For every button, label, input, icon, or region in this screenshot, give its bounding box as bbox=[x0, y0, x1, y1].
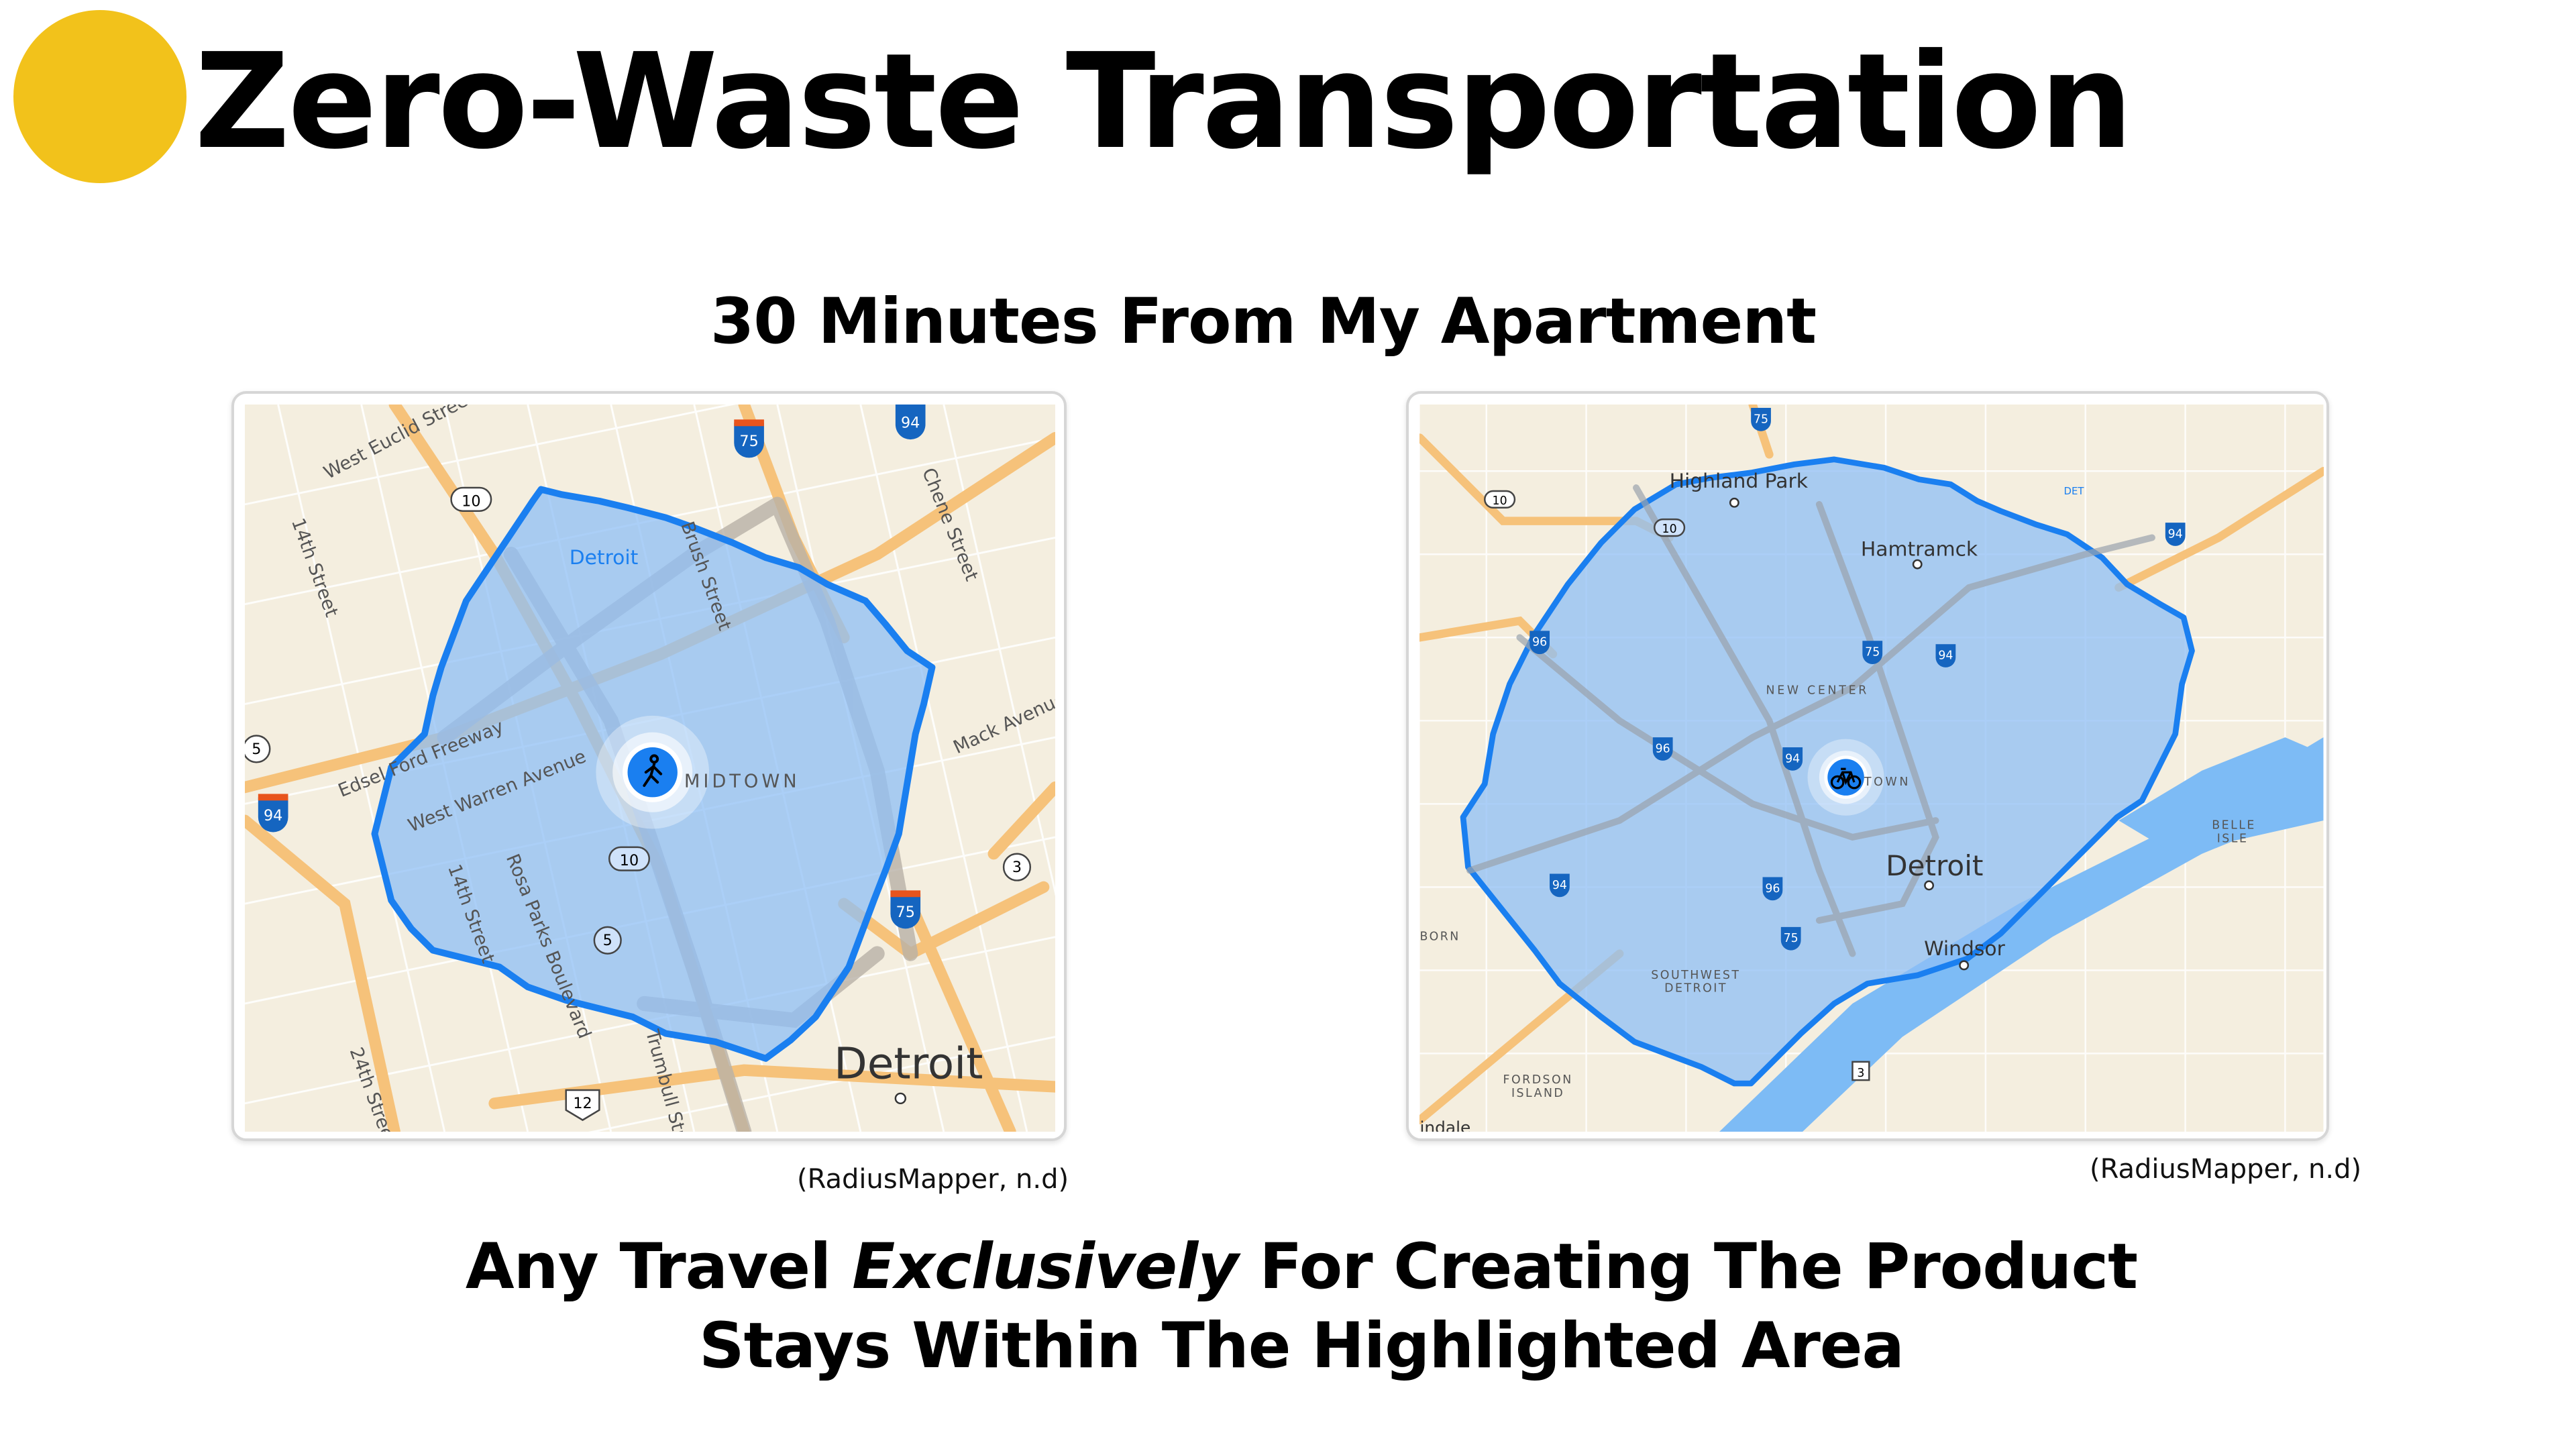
airport-label: DET bbox=[2064, 485, 2085, 497]
map-label: Detroit bbox=[570, 546, 639, 570]
map-caption: (RadiusMapper, n.d) bbox=[2090, 1154, 2362, 1185]
svg-text:96: 96 bbox=[1532, 636, 1547, 649]
svg-text:75: 75 bbox=[739, 433, 758, 450]
page-title: Zero-Waste Transportation bbox=[195, 25, 2133, 178]
walking-map-card: West Euclid Street 14th Street Detroit B… bbox=[231, 391, 1067, 1141]
footer-statement: Any Travel Exclusively For Creating The … bbox=[0, 1228, 2576, 1386]
svg-text:10: 10 bbox=[462, 492, 480, 510]
svg-text:10: 10 bbox=[1493, 494, 1507, 508]
cycling-map[interactable]: Highland Park Hamtramck NEW CENTER TOWN … bbox=[1419, 405, 2324, 1132]
interstate-shield: 94 bbox=[1550, 873, 1570, 898]
emphasis-text: Exclusively bbox=[852, 1230, 1238, 1303]
map-label: DETROIT bbox=[1664, 982, 1727, 996]
map-label: Hamtramck bbox=[1861, 538, 1978, 561]
route-shield: 5 bbox=[593, 926, 622, 955]
svg-text:5: 5 bbox=[252, 741, 261, 758]
map-caption: (RadiusMapper, n.d) bbox=[797, 1164, 1069, 1195]
route-shield: 12 bbox=[565, 1089, 600, 1122]
map-label: ISLE bbox=[2217, 832, 2249, 845]
interstate-shield: 94 bbox=[895, 405, 926, 440]
map-label: FORDSON bbox=[1503, 1073, 1573, 1087]
route-shield: 3 bbox=[1851, 1061, 1870, 1081]
interstate-shield: 75 bbox=[1751, 407, 1771, 431]
map-label: SOUTHWEST bbox=[1651, 969, 1740, 982]
interstate-shield: 94 bbox=[2165, 523, 2186, 546]
svg-text:96: 96 bbox=[1656, 742, 1670, 755]
map-label: indale bbox=[1420, 1118, 1471, 1132]
svg-text:94: 94 bbox=[1552, 879, 1567, 892]
yellow-circle-decoration bbox=[13, 10, 186, 183]
svg-text:3: 3 bbox=[1857, 1067, 1864, 1080]
svg-text:94: 94 bbox=[264, 807, 282, 824]
svg-text:94: 94 bbox=[2168, 527, 2183, 541]
svg-text:75: 75 bbox=[1784, 932, 1799, 945]
route-shield: 10 bbox=[1484, 490, 1516, 509]
bicycle-icon bbox=[1830, 767, 1862, 790]
map-label: NEW CENTER bbox=[1766, 684, 1869, 698]
location-marker[interactable] bbox=[1807, 739, 1884, 816]
footer-line-2: Stays Within The Highlighted Area bbox=[698, 1309, 1904, 1383]
svg-text:94: 94 bbox=[1938, 649, 1953, 663]
svg-text:12: 12 bbox=[573, 1095, 592, 1112]
svg-text:75: 75 bbox=[1865, 646, 1880, 659]
map-label: Highland Park bbox=[1670, 470, 1809, 493]
svg-text:96: 96 bbox=[1765, 882, 1780, 896]
interstate-shield: 94 bbox=[258, 794, 288, 833]
svg-text:94: 94 bbox=[1785, 752, 1800, 765]
section-subtitle: 30 Minutes From My Apartment bbox=[710, 285, 1817, 358]
svg-text:5: 5 bbox=[603, 932, 612, 949]
walking-person-icon bbox=[643, 754, 663, 788]
map-label: BELLE bbox=[2212, 819, 2256, 833]
map-label: ISLAND bbox=[1511, 1087, 1564, 1100]
svg-text:75: 75 bbox=[1754, 413, 1768, 426]
interstate-shield: 75 bbox=[734, 419, 764, 458]
map-label: Detroit bbox=[834, 1039, 983, 1089]
interstate-shield: 75 bbox=[1780, 926, 1801, 951]
walking-map[interactable]: West Euclid Street 14th Street Detroit B… bbox=[245, 405, 1055, 1132]
map-label: MIDTOWN bbox=[684, 771, 800, 792]
route-shield: 10 bbox=[608, 846, 650, 871]
interstate-shield: 96 bbox=[1762, 877, 1783, 901]
footer-line-1: Any Travel Exclusively For Creating The … bbox=[465, 1230, 2138, 1303]
svg-text:10: 10 bbox=[620, 852, 639, 869]
cycling-map-card: Highland Park Hamtramck NEW CENTER TOWN … bbox=[1406, 391, 2329, 1141]
interstate-shield: 94 bbox=[1782, 747, 1803, 771]
interstate-shield: 96 bbox=[1652, 737, 1673, 761]
route-shield: 10 bbox=[1654, 518, 1686, 537]
route-shield: 3 bbox=[1002, 853, 1032, 881]
interstate-shield: 94 bbox=[1935, 644, 1956, 667]
svg-text:10: 10 bbox=[1662, 523, 1677, 536]
interstate-shield: 75 bbox=[890, 890, 921, 929]
interstate-shield: 96 bbox=[1529, 631, 1550, 655]
map-label: Detroit bbox=[1886, 849, 1983, 882]
route-shield: 10 bbox=[450, 486, 492, 513]
svg-text:75: 75 bbox=[896, 904, 915, 921]
svg-text:94: 94 bbox=[901, 415, 920, 432]
svg-text:3: 3 bbox=[1012, 859, 1022, 876]
map-label: Windsor bbox=[1924, 937, 2005, 961]
route-shield: 5 bbox=[245, 735, 271, 763]
map-label: BORN bbox=[1420, 930, 1460, 944]
interstate-shield: 75 bbox=[1862, 641, 1883, 664]
map-label: TOWN bbox=[1864, 775, 1911, 789]
location-marker[interactable] bbox=[596, 715, 710, 829]
